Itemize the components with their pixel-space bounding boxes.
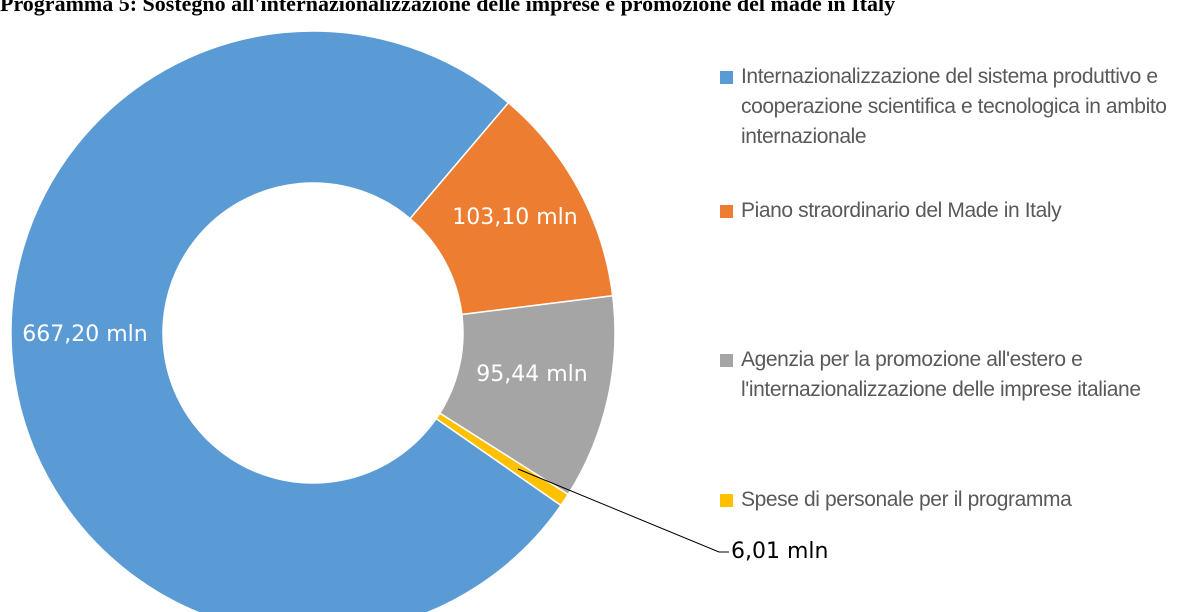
legend-swatch (720, 354, 733, 367)
data-label: 667,20 mln (22, 322, 147, 347)
legend-swatch (720, 71, 733, 84)
legend-item: Piano straordinario del Made in Italy (720, 196, 1185, 226)
legend-item: Agenzia per la promozione all'estero e l… (720, 345, 1185, 405)
leader-line (517, 468, 729, 553)
legend-swatch (720, 494, 733, 507)
legend-label: Piano straordinario del Made in Italy (741, 199, 1062, 222)
data-label: 95,44 mln (476, 362, 587, 387)
legend-label: Internazionalizzazione del sistema produ… (741, 65, 1167, 148)
data-label: 6,01 mln (731, 539, 828, 564)
legend-item: Spese di personale per il programma (720, 485, 1185, 515)
legend-swatch (720, 205, 733, 218)
donut-slice (10, 30, 563, 612)
legend-label: Agenzia per la promozione all'estero e l… (741, 348, 1141, 401)
chart-title: Programma 5: Sostegno all'internazionali… (0, 0, 896, 16)
legend-label: Spese di personale per il programma (741, 488, 1072, 511)
donut-slice (435, 412, 570, 507)
legend-item: Internazionalizzazione del sistema produ… (720, 62, 1185, 152)
donut-slice (409, 101, 614, 316)
data-label: 103,10 mln (452, 205, 577, 230)
